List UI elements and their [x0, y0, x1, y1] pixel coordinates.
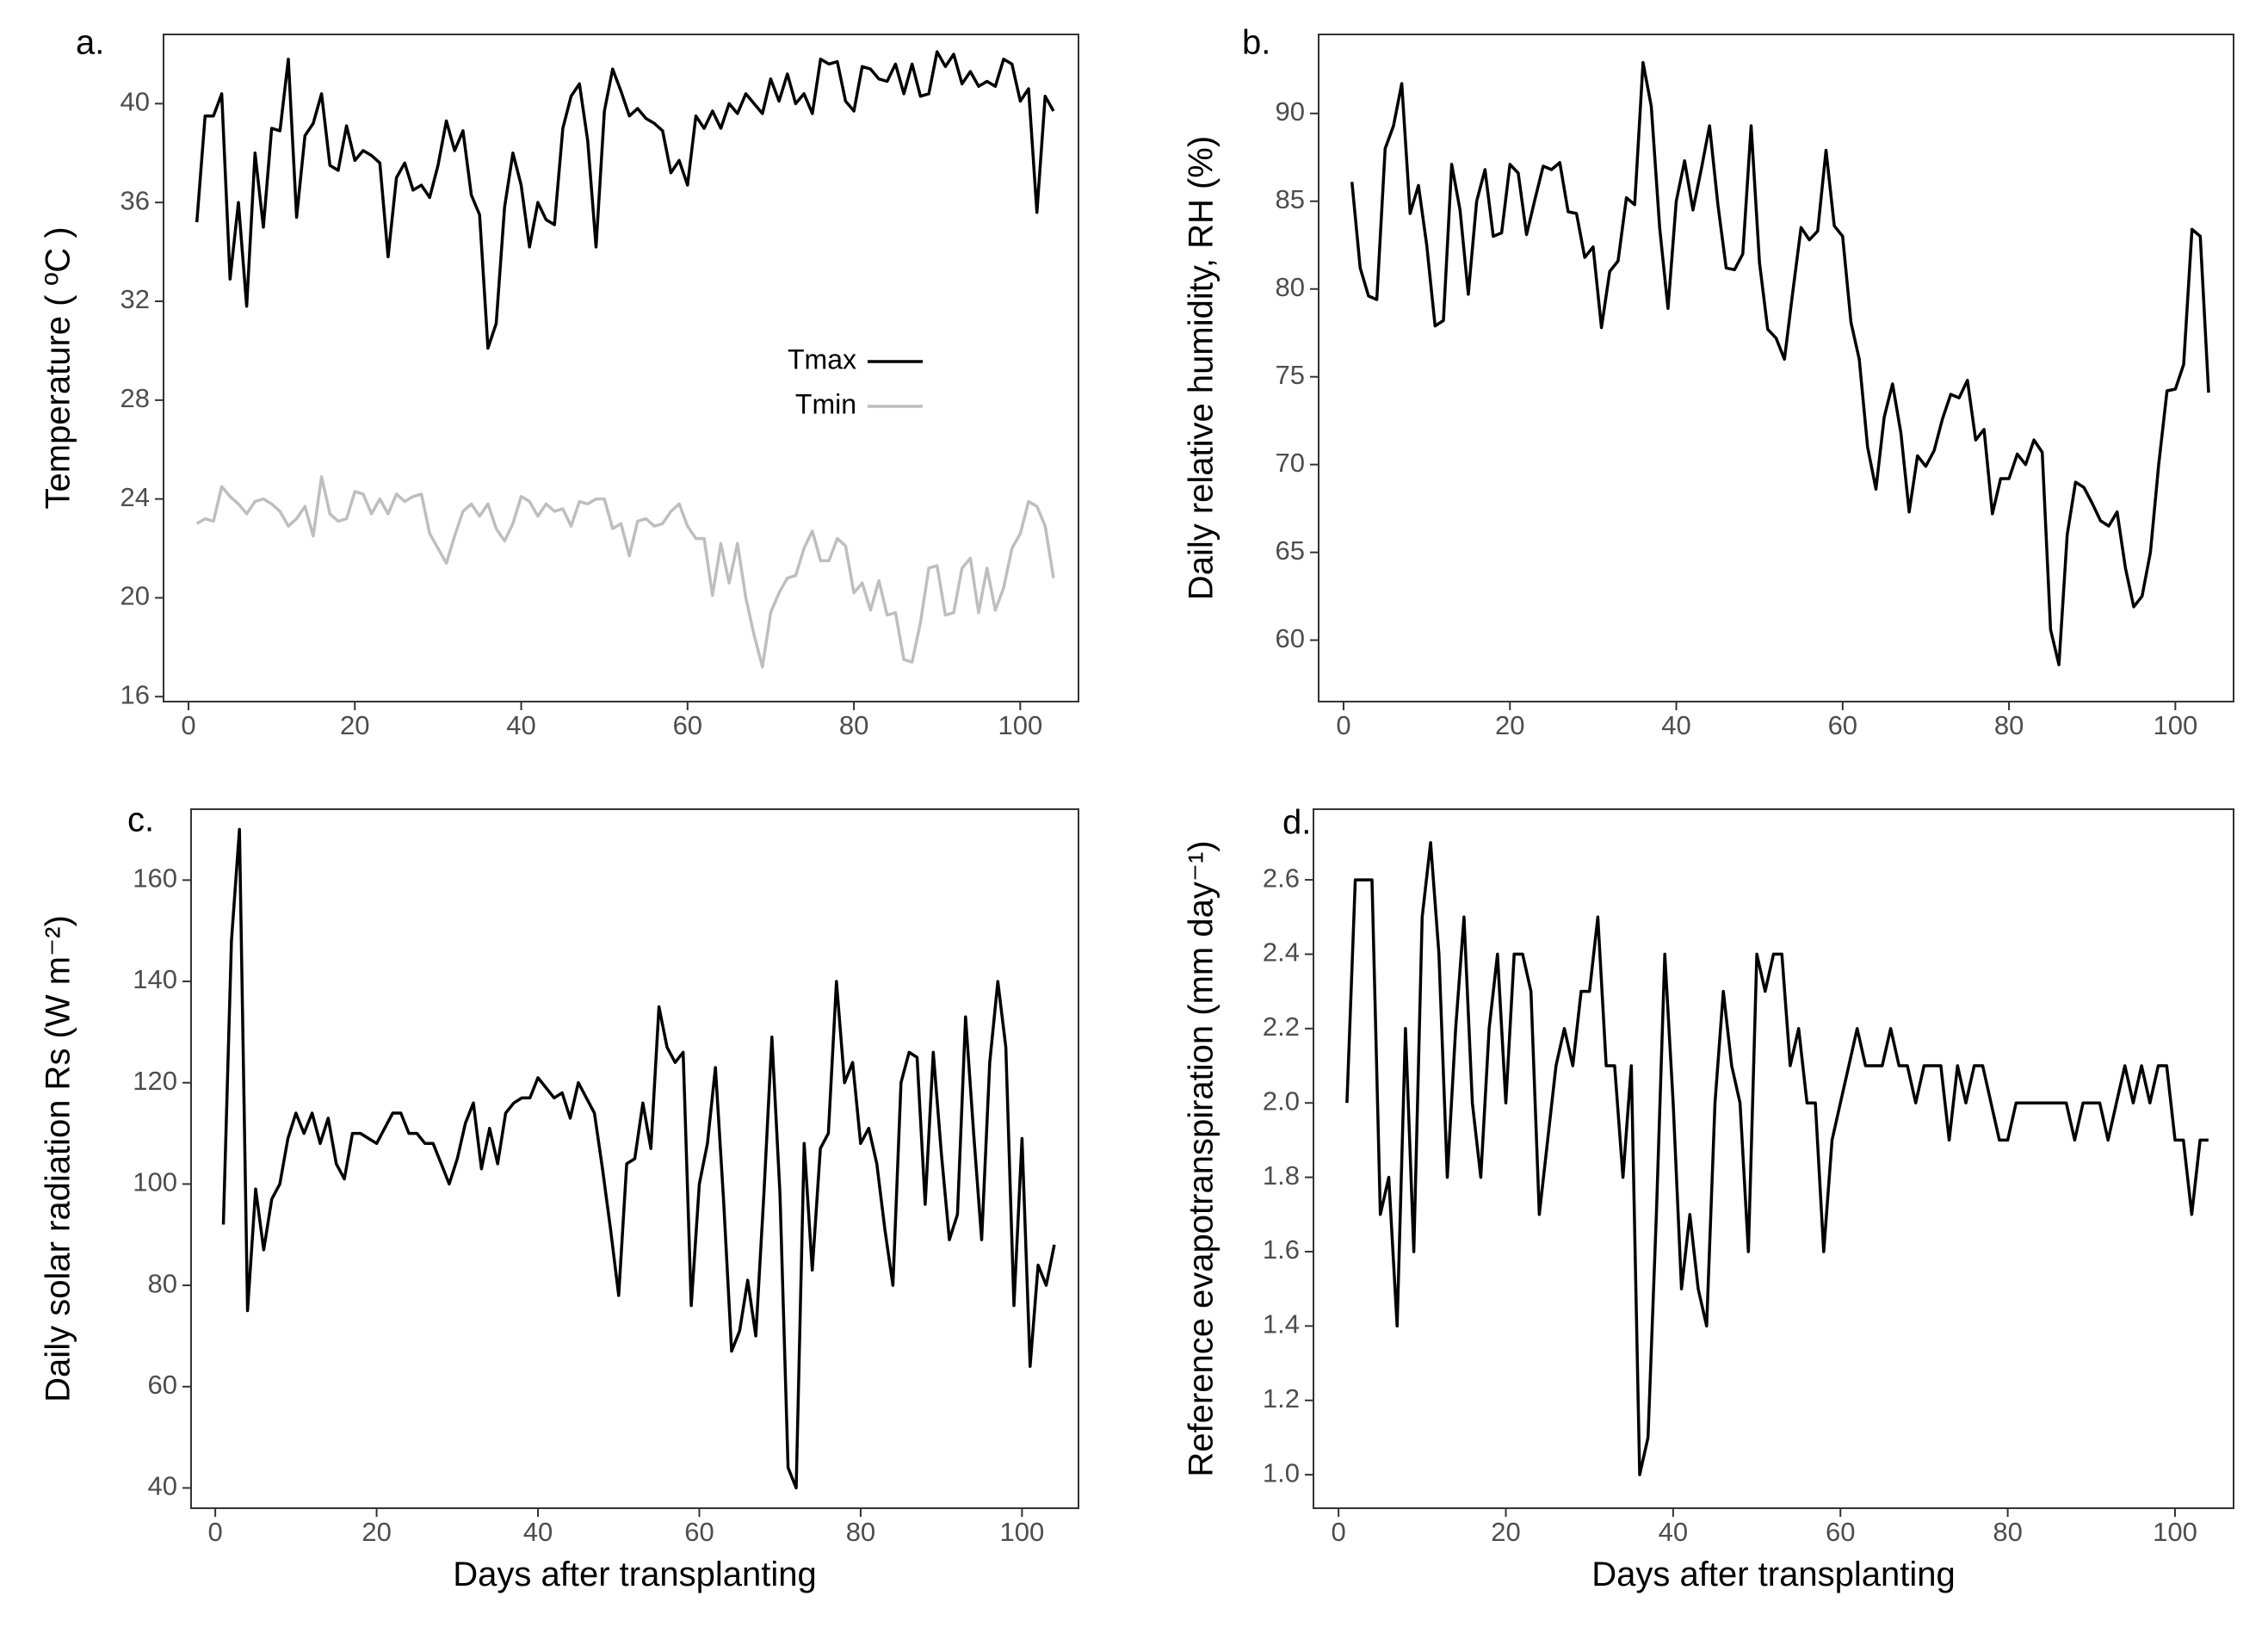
- legend-label-tmax: Tmax: [788, 343, 856, 374]
- panel-label: a.: [76, 24, 104, 62]
- y-tick-label: 32: [121, 284, 150, 314]
- y-tick-label: 2.0: [1263, 1086, 1300, 1116]
- x-tick-label: 60: [1826, 1517, 1855, 1547]
- y-tick-label: 160: [133, 863, 177, 894]
- y-tick-label: 1.4: [1263, 1309, 1300, 1339]
- y-tick-label: 90: [1276, 96, 1305, 127]
- series-line-rs: [221, 827, 1056, 1490]
- y-tick-label: 36: [121, 185, 150, 215]
- x-tick-label: 100: [2153, 1517, 2197, 1547]
- y-axis-title: Reference evapotranspiration (mm day⁻¹): [1183, 840, 1221, 1476]
- y-axis-title: Daily solar radiation Rs (W m⁻²): [40, 915, 77, 1402]
- y-tick-label: 60: [1276, 623, 1305, 653]
- x-tick-label: 40: [523, 1517, 553, 1547]
- series-line-tmax: [195, 50, 1055, 350]
- y-tick-label: 28: [121, 383, 150, 413]
- y-tick-label: 100: [133, 1167, 177, 1197]
- x-tick-label: 0: [1332, 1517, 1346, 1547]
- panel-d: d. 0 20 40 60 80 100 1.0 1.2 1.4 1.6 1.8 2.0 2.2 2.4 2.…: [1183, 804, 2234, 1593]
- x-axis-title: Days after transplanting: [1591, 1556, 1955, 1593]
- y-tick-label: 140: [133, 964, 177, 994]
- x-axis-title: Days after transplanting: [453, 1556, 816, 1593]
- panel-label: d.: [1282, 804, 1311, 842]
- series-line-et0: [1345, 841, 2209, 1476]
- legend-label-tmin: Tmin: [795, 388, 856, 419]
- y-tick-label: 80: [1276, 272, 1305, 302]
- y-axis-title: Daily relative humidity, RH (%): [1183, 136, 1221, 600]
- y-tick-label: 75: [1276, 360, 1305, 390]
- series-line-rh: [1350, 60, 2210, 666]
- y-tick-label: 1.2: [1263, 1383, 1300, 1414]
- y-tick-label: 2.2: [1263, 1011, 1300, 1042]
- panel-a: a. 0 20 40 60 80 100 16 20 24 28 32 36 40 Temperature …: [40, 24, 1079, 740]
- plot-border: [1318, 34, 2234, 702]
- y-tick-label: 60: [148, 1370, 177, 1400]
- x-tick-label: 20: [362, 1517, 391, 1547]
- y-tick-label: 40: [148, 1471, 177, 1501]
- x-tick-label: 40: [1661, 710, 1690, 740]
- y-tick-label: 1.8: [1263, 1160, 1300, 1191]
- panel-label: b.: [1242, 24, 1270, 62]
- x-tick-label: 80: [839, 710, 868, 740]
- x-tick-label: 20: [340, 710, 369, 740]
- x-tick-label: 100: [998, 710, 1042, 740]
- x-tick-label: 0: [181, 710, 195, 740]
- y-tick-label: 70: [1276, 448, 1305, 478]
- x-tick-label: 100: [2153, 710, 2197, 740]
- y-tick-label: 20: [121, 581, 150, 611]
- x-tick-label: 80: [1994, 710, 2024, 740]
- panel-c: c. 0 20 40 60 80 100 40 60 80 100 120 140 160 Daily so…: [40, 801, 1079, 1593]
- x-tick-label: 80: [846, 1517, 875, 1547]
- y-tick-label: 1.0: [1263, 1457, 1300, 1488]
- x-tick-label: 40: [1659, 1517, 1688, 1547]
- y-tick-label: 120: [133, 1066, 177, 1096]
- panel-label: c.: [127, 801, 154, 839]
- x-tick-label: 40: [506, 710, 535, 740]
- x-tick-label: 60: [673, 710, 702, 740]
- x-tick-label: 80: [1993, 1517, 2022, 1547]
- y-tick-label: 1.6: [1263, 1234, 1300, 1265]
- y-axis-title: Temperature ( ºC ): [40, 226, 77, 509]
- x-tick-label: 60: [684, 1517, 714, 1547]
- y-tick-label: 2.4: [1263, 937, 1300, 968]
- plot-border: [190, 808, 1079, 1509]
- x-tick-label: 100: [1000, 1517, 1045, 1547]
- y-tick-label: 16: [121, 679, 150, 709]
- x-tick-label: 0: [207, 1517, 222, 1547]
- x-tick-label: 60: [1828, 710, 1857, 740]
- series-line-tmin: [195, 475, 1055, 669]
- y-tick-label: 2.6: [1263, 863, 1300, 893]
- y-tick-label: 65: [1276, 535, 1305, 566]
- y-tick-label: 24: [121, 482, 150, 512]
- x-tick-label: 20: [1495, 710, 1524, 740]
- x-tick-label: 0: [1336, 710, 1350, 740]
- panel-b: b. 0 20 40 60 80 100 60 65 70 75 80 85 90 Daily relati…: [1183, 24, 2234, 740]
- y-tick-label: 80: [148, 1268, 177, 1298]
- plot-border: [163, 34, 1079, 702]
- y-tick-label: 85: [1276, 184, 1305, 214]
- x-tick-label: 20: [1491, 1517, 1520, 1547]
- legend: Tmax Tmin: [788, 343, 923, 419]
- y-tick-label: 40: [121, 87, 150, 117]
- plot-border: [1313, 808, 2234, 1509]
